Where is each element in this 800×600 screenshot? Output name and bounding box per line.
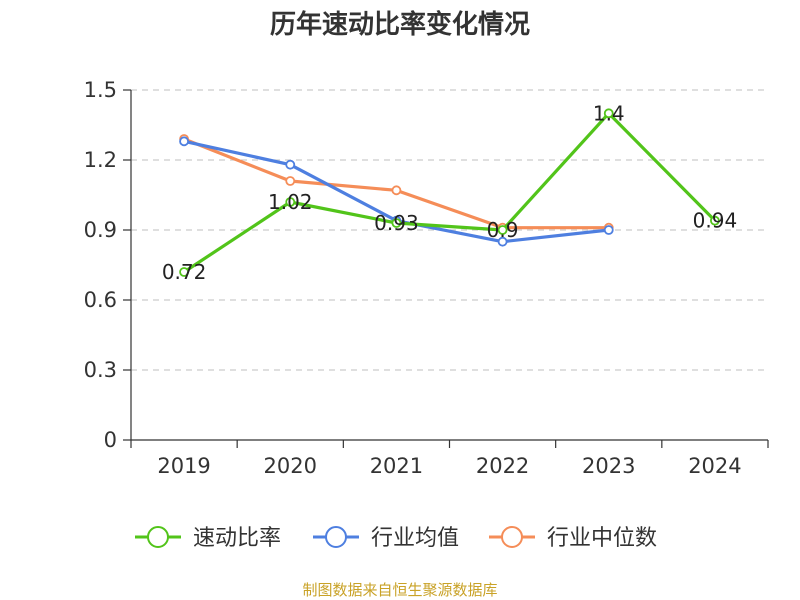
series-line bbox=[183, 111, 717, 274]
legend-item[interactable]: 速动比率 bbox=[135, 526, 281, 551]
legend[interactable]: 速动比率 行业均值 行业中位数 bbox=[135, 526, 657, 551]
data-label: 1.02 bbox=[268, 190, 313, 214]
y-tick-label: 1.2 bbox=[84, 148, 117, 172]
x-tick-label: 2023 bbox=[582, 454, 635, 478]
legend-label: 行业均值 bbox=[371, 526, 459, 551]
chart-title: 历年速动比率变化情况 bbox=[270, 9, 530, 40]
legend-marker bbox=[325, 526, 347, 548]
gridlines bbox=[131, 89, 768, 371]
legend-marker bbox=[147, 526, 169, 548]
data-point bbox=[391, 218, 402, 228]
data-point bbox=[603, 108, 614, 119]
data-point bbox=[285, 159, 296, 170]
legend-item[interactable]: 行业均值 bbox=[313, 526, 459, 551]
data-labels: 0.72 1.02 0.93 0.9 1.4 0.94 bbox=[162, 101, 737, 284]
data-label: 1.4 bbox=[593, 101, 625, 125]
y-tick-label: 1.5 bbox=[84, 78, 117, 102]
data-point bbox=[603, 225, 614, 235]
data-label: 0.94 bbox=[693, 209, 738, 233]
data-point bbox=[497, 236, 508, 247]
x-tick-label: 2020 bbox=[264, 454, 317, 478]
data-point bbox=[179, 136, 189, 147]
legend-label: 速动比率 bbox=[193, 526, 281, 551]
data-point bbox=[710, 215, 720, 226]
data-label: 0.93 bbox=[374, 211, 419, 235]
y-tick-label: 0.9 bbox=[84, 218, 117, 242]
y-tick-label: 0.6 bbox=[84, 288, 117, 312]
x-tick-label: 2024 bbox=[688, 454, 741, 478]
data-label: 0.72 bbox=[162, 260, 207, 284]
legend-item[interactable]: 行业中位数 bbox=[489, 526, 657, 551]
data-point bbox=[179, 267, 189, 277]
data-point bbox=[285, 176, 296, 186]
y-tick-label: 0 bbox=[104, 428, 117, 452]
legend-marker bbox=[501, 526, 523, 548]
source-note: 制图数据来自恒生聚源数据库 bbox=[302, 581, 497, 599]
x-tick-label: 2022 bbox=[476, 454, 529, 478]
series-layer bbox=[179, 108, 720, 277]
x-tick-label: 2021 bbox=[370, 454, 423, 478]
data-point bbox=[285, 197, 296, 207]
data-label: 0.9 bbox=[487, 218, 519, 242]
y-tick-label: 0.3 bbox=[84, 358, 117, 382]
legend-label: 行业中位数 bbox=[547, 526, 657, 551]
data-point bbox=[497, 225, 508, 235]
data-point bbox=[391, 185, 402, 196]
axes: 0 0.3 0.6 0.9 1.2 1.5 2019 2020 2021 2022 2023 2024 bbox=[84, 78, 769, 478]
x-tick-label: 2019 bbox=[157, 454, 210, 478]
